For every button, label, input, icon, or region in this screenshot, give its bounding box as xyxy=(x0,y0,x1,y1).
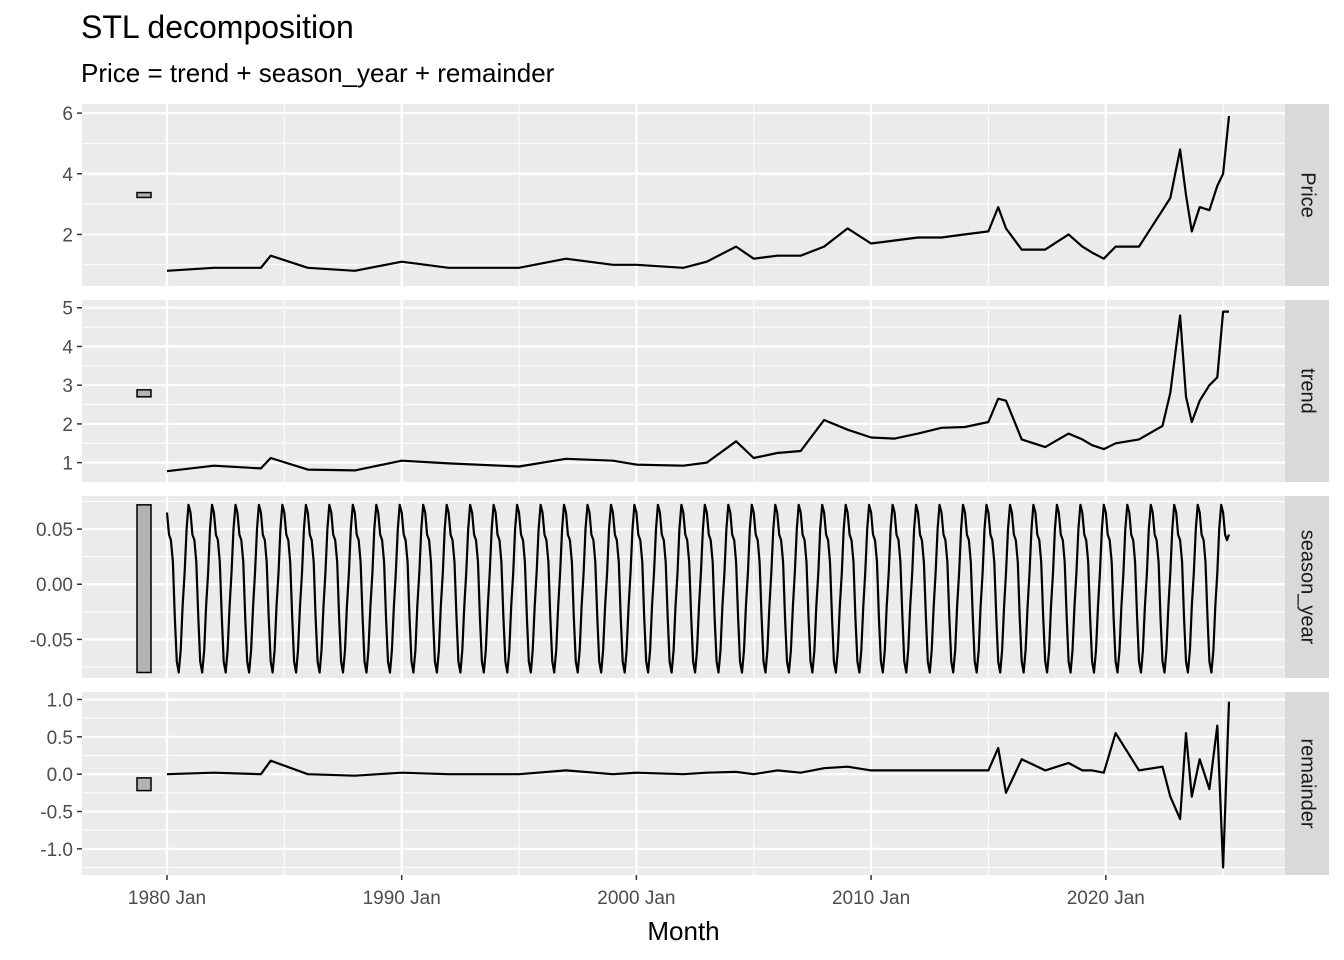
x-tick-label: 2010 Jan xyxy=(832,888,910,909)
y-tick-label: 2 xyxy=(62,415,73,436)
x-tick-label: 2000 Jan xyxy=(597,888,675,909)
series-line-trend xyxy=(166,310,1229,473)
scale-bar xyxy=(136,389,152,398)
scale-bar xyxy=(136,777,152,792)
facet-strip xyxy=(1285,496,1329,678)
y-tick-label: 1 xyxy=(62,454,73,475)
x-tick-label: 2020 Jan xyxy=(1067,888,1145,909)
facet-strip-label: season_year xyxy=(1297,530,1319,645)
y-tick-label: -1.0 xyxy=(40,840,73,861)
y-tick-label: 3 xyxy=(62,376,73,397)
panel-background xyxy=(82,300,1285,482)
y-tick-label: 1.0 xyxy=(47,690,73,711)
chart-subtitle: Price = trend + season_year + remainder xyxy=(81,58,555,88)
facet-strip xyxy=(1285,692,1329,875)
chart-title: STL decomposition xyxy=(81,9,354,45)
y-tick-label: 4 xyxy=(62,337,73,358)
panel-background xyxy=(82,692,1285,875)
y-tick-label: 0.05 xyxy=(36,520,73,541)
facet-strip-label: Price xyxy=(1297,172,1319,218)
scale-bar xyxy=(136,504,152,674)
x-tick-label: 1980 Jan xyxy=(128,888,206,909)
y-tick-label: 0.0 xyxy=(47,765,73,786)
facet-strip-label: remainder xyxy=(1297,738,1319,828)
y-tick-label: 2 xyxy=(62,225,73,246)
panel-background xyxy=(82,104,1285,286)
facet-strip-label: trend xyxy=(1297,368,1319,414)
x-tick-label: 1990 Jan xyxy=(363,888,441,909)
y-tick-label: -0.05 xyxy=(30,630,73,651)
y-tick-label: 5 xyxy=(62,299,73,320)
y-tick-label: 6 xyxy=(62,104,73,125)
x-axis-title: Month xyxy=(647,916,719,946)
y-tick-label: -0.5 xyxy=(40,803,73,824)
y-tick-label: 4 xyxy=(62,165,73,186)
y-tick-label: 0.00 xyxy=(36,575,73,596)
series-line-season-year xyxy=(165,503,1231,674)
facet-strip xyxy=(1285,300,1329,482)
facet-strip xyxy=(1285,104,1329,286)
series-line-remainder xyxy=(166,701,1231,869)
scale-bar xyxy=(136,191,152,199)
y-tick-label: 0.5 xyxy=(47,728,73,749)
series-line-price xyxy=(166,115,1231,272)
